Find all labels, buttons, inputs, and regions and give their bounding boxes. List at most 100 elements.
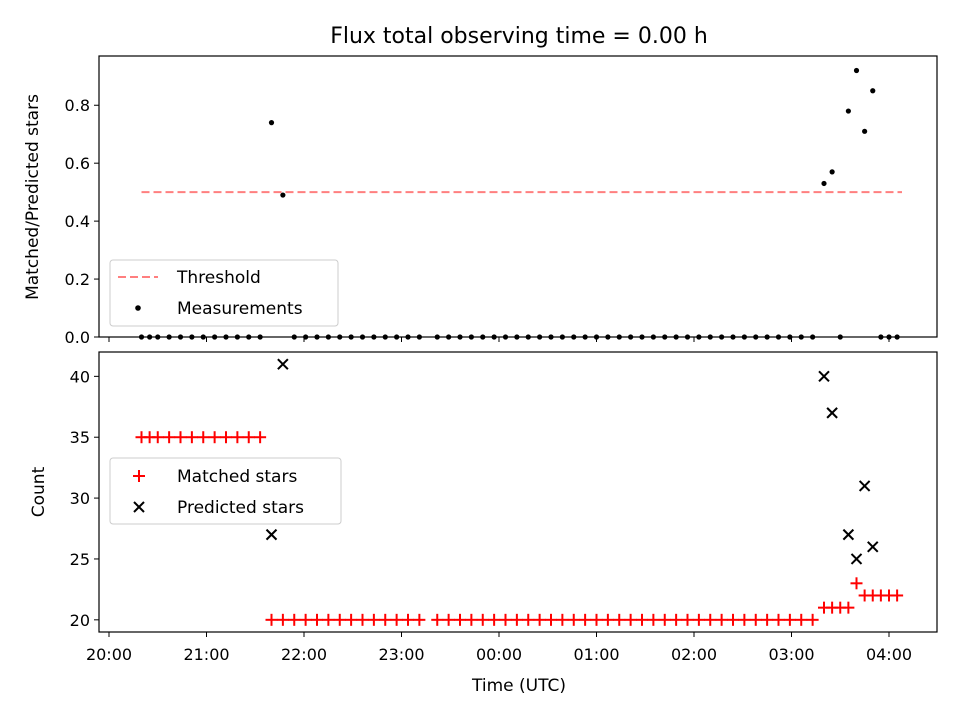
measurement-point	[257, 334, 263, 340]
measurement-point	[359, 334, 366, 340]
matched-star-point	[276, 613, 289, 626]
matched-star-point	[795, 613, 808, 626]
measurement-point	[291, 334, 297, 340]
x-tick-label: 04:00	[866, 645, 912, 664]
measurement-point	[416, 334, 422, 340]
matched-star-point	[367, 613, 380, 626]
x-axis-label: Time (UTC)	[471, 676, 566, 696]
measurement-point	[894, 334, 900, 340]
matched-star-point	[601, 613, 614, 626]
matched-star-point	[727, 613, 739, 626]
y-tick-label: 0.8	[65, 96, 90, 115]
measurement-point	[870, 88, 876, 94]
measurement-point	[571, 334, 577, 340]
matched-star-point	[488, 613, 501, 626]
measurement-point	[537, 334, 543, 340]
measurement-point	[696, 334, 702, 340]
matched-star-point	[311, 613, 323, 626]
measurement-point	[853, 67, 860, 74]
matched-star-point	[510, 613, 523, 626]
measurement-point	[787, 334, 793, 340]
matched-star-point	[624, 613, 637, 626]
measurement-point	[138, 334, 145, 340]
measurement-point	[662, 334, 668, 340]
measurement-point	[147, 334, 153, 340]
matched-star-point	[254, 431, 267, 444]
matched-star-point	[670, 613, 683, 626]
measurement-point	[650, 334, 656, 340]
matched-star-point	[379, 613, 392, 626]
y-tick-label: 35	[70, 428, 90, 447]
x-tick-label: 00:00	[476, 645, 522, 664]
predicted-star-point	[818, 370, 830, 383]
y-tick-label: 40	[70, 367, 90, 386]
measurement-point	[639, 334, 645, 340]
matched-star-point	[749, 613, 762, 626]
matched-star-point	[231, 431, 244, 444]
matched-star-point	[842, 601, 855, 614]
x-tick-label: 01:00	[573, 645, 619, 664]
matched-star-point	[208, 431, 221, 444]
measurement-point	[491, 334, 497, 340]
matched-star-point	[692, 613, 705, 626]
matched-star-point	[431, 613, 444, 626]
measurement-point	[234, 334, 240, 340]
measurement-point	[798, 334, 804, 340]
matched-star-point	[704, 613, 717, 626]
predicted-star-point	[277, 358, 289, 370]
matched-star-point	[413, 613, 426, 626]
measurement-point	[753, 334, 759, 340]
matched-star-point	[850, 577, 863, 590]
matched-star-point	[545, 613, 557, 626]
x-tick-label: 21:00	[183, 645, 229, 664]
matched-star-point	[738, 613, 751, 626]
y-tick-label: 0.6	[65, 154, 90, 173]
measurement-point	[719, 334, 725, 340]
measurement-point	[155, 334, 161, 340]
matched-star-point	[197, 431, 210, 444]
y-tick-label: 25	[70, 550, 90, 569]
matched-star-point	[772, 613, 785, 626]
matched-star-point	[185, 431, 198, 444]
measurement-point	[514, 334, 520, 340]
ratio-axes: Matched/Predicted stars 0.00.20.40.60.8 …	[23, 55, 938, 347]
matched-star-point	[499, 613, 512, 626]
measurement-point	[548, 334, 554, 340]
measurement-point	[829, 169, 835, 175]
matched-star-point	[806, 613, 819, 626]
x-tick-label: 03:00	[768, 645, 814, 664]
matched-star-point	[658, 613, 671, 626]
y-tick-label: 0.2	[65, 270, 90, 289]
matched-star-point	[356, 613, 369, 626]
predicted-star-point	[842, 528, 855, 541]
y-tick-label: 20	[70, 611, 90, 630]
measurement-point	[821, 180, 827, 187]
measurement-point	[837, 334, 843, 340]
measurement-point	[394, 334, 400, 340]
measurement-point	[673, 334, 679, 340]
matched-star-point	[613, 613, 626, 626]
matched-star-point	[442, 613, 455, 626]
count-legend-frame	[109, 457, 342, 525]
legend-predicted-label: Predicted stars	[177, 498, 304, 518]
measurement-point	[371, 334, 377, 340]
matched-star-point	[151, 431, 164, 444]
measurement-point	[468, 334, 474, 340]
measurement-point	[886, 334, 892, 340]
legend-threshold-label: Threshold	[176, 268, 261, 288]
measurement-point	[337, 334, 343, 340]
measurement-point	[775, 334, 782, 340]
ratio-legend-frame	[109, 259, 339, 327]
matched-star-point	[783, 613, 796, 626]
measurement-point	[605, 334, 611, 340]
measurement-point	[246, 334, 252, 340]
measurement-point	[764, 334, 770, 340]
count-y-axis-label: Count	[29, 466, 49, 517]
y-tick-label: 0.4	[65, 212, 90, 231]
ratio-y-axis-label: Matched/Predicted stars	[23, 94, 43, 300]
legend-measurements-swatch	[135, 305, 141, 311]
measurement-point	[628, 334, 634, 340]
legend-matched-label: Matched stars	[177, 467, 297, 487]
matched-star-point	[476, 613, 489, 626]
measurement-point	[268, 120, 275, 126]
